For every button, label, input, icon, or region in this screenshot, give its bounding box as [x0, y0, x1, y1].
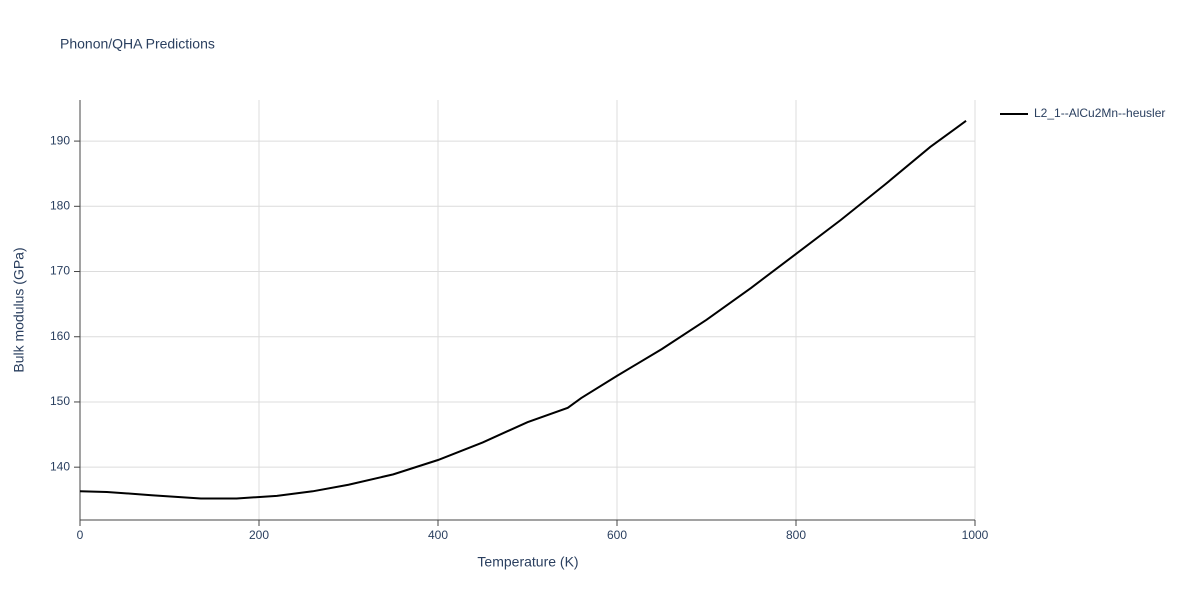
- y-tick-label: 170: [50, 264, 70, 278]
- y-tick-label: 180: [50, 198, 70, 212]
- x-tick-label: 0: [77, 528, 84, 542]
- y-tick-label: 160: [50, 329, 70, 343]
- x-tick-label: 800: [786, 528, 806, 542]
- legend-label: L2_1--AlCu2Mn--heusler: [1034, 106, 1165, 120]
- y-tick-label: 190: [50, 133, 70, 147]
- x-tick-label: 1000: [962, 528, 989, 542]
- y-tick-label: 150: [50, 394, 70, 408]
- y-tick-label: 140: [50, 459, 70, 473]
- line: [79, 120, 967, 500]
- chart-title: Phonon/QHA Predictions: [60, 36, 215, 52]
- x-axis-label: Temperature (K): [477, 554, 578, 570]
- x-tick-label: 200: [249, 528, 269, 542]
- y-axis-label: Bulk modulus (GPa): [11, 247, 27, 372]
- x-tick-label: 600: [607, 528, 627, 542]
- x-tick-label: 400: [428, 528, 448, 542]
